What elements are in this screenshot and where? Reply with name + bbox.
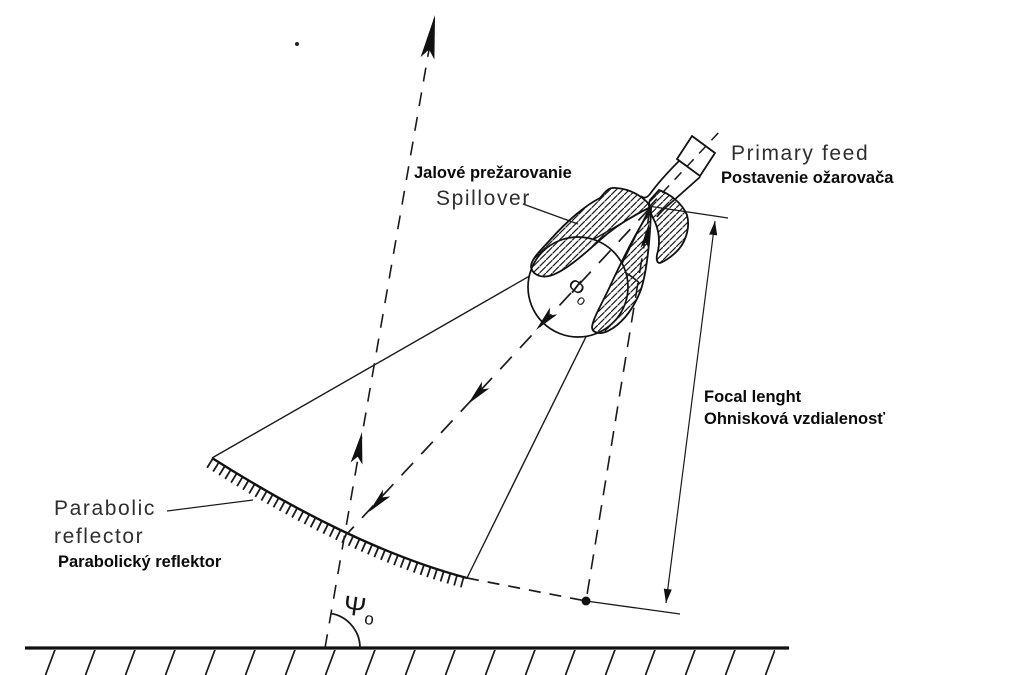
- label-parabolic-reflector-line2: reflector: [54, 525, 145, 548]
- angle-psi-arc: [331, 612, 361, 649]
- boresight-axis: [324, 14, 436, 649]
- feed-axis-ray: [346, 207, 651, 535]
- label-focal-length-en: Focal lenght: [704, 388, 802, 406]
- focus-projection-dot: [581, 596, 591, 606]
- dimension-baseline: [585, 600, 681, 615]
- feed-edge-dashed-ray: [585, 208, 651, 602]
- angle-psi-label: Ψo: [341, 590, 378, 630]
- dimension-arrow-top: [709, 221, 718, 236]
- feed-horn: [640, 129, 722, 218]
- reflector-arc: [211, 456, 468, 580]
- dimension-topline: [647, 205, 729, 219]
- ray-arrowhead: [536, 307, 558, 330]
- ray-arrowhead: [640, 223, 650, 250]
- label-spillover-en: Spillover: [436, 187, 531, 210]
- spillover-lobe-upper: [530, 187, 653, 278]
- focal-length-dimension: [647, 205, 729, 604]
- reflector-leader-line: [166, 499, 254, 512]
- side-lobe-right: [648, 188, 690, 264]
- parabolic-reflector: [206, 456, 468, 588]
- label-parabolic-reflector-sk: Parabolický reflektor: [58, 553, 222, 571]
- axis-arrowhead-top: [420, 15, 435, 60]
- side-lobe-central: [591, 205, 652, 334]
- label-parabolic-reflector-line1: Parabolic: [54, 497, 156, 520]
- rim-extension-dashed: [466, 577, 587, 602]
- ink-speck: [295, 42, 299, 46]
- label-primary-feed-sk: Postavenie ožarovača: [721, 169, 894, 187]
- label-focal-length-sk: Ohnisková vzdialenosť: [704, 410, 886, 428]
- waveguide-box: [675, 134, 717, 178]
- ray-arrowhead: [369, 489, 391, 512]
- ground-hatching: [22, 650, 775, 675]
- label-primary-feed-en: Primary feed: [731, 142, 870, 165]
- reflector-hatch-ticks: [206, 458, 466, 588]
- ray-arrowhead: [468, 381, 490, 404]
- axis-arrowhead-mid: [350, 432, 363, 465]
- label-spillover-sk: Jalové prežarovanie: [414, 164, 572, 182]
- dimension-arrow-bottom: [663, 588, 672, 603]
